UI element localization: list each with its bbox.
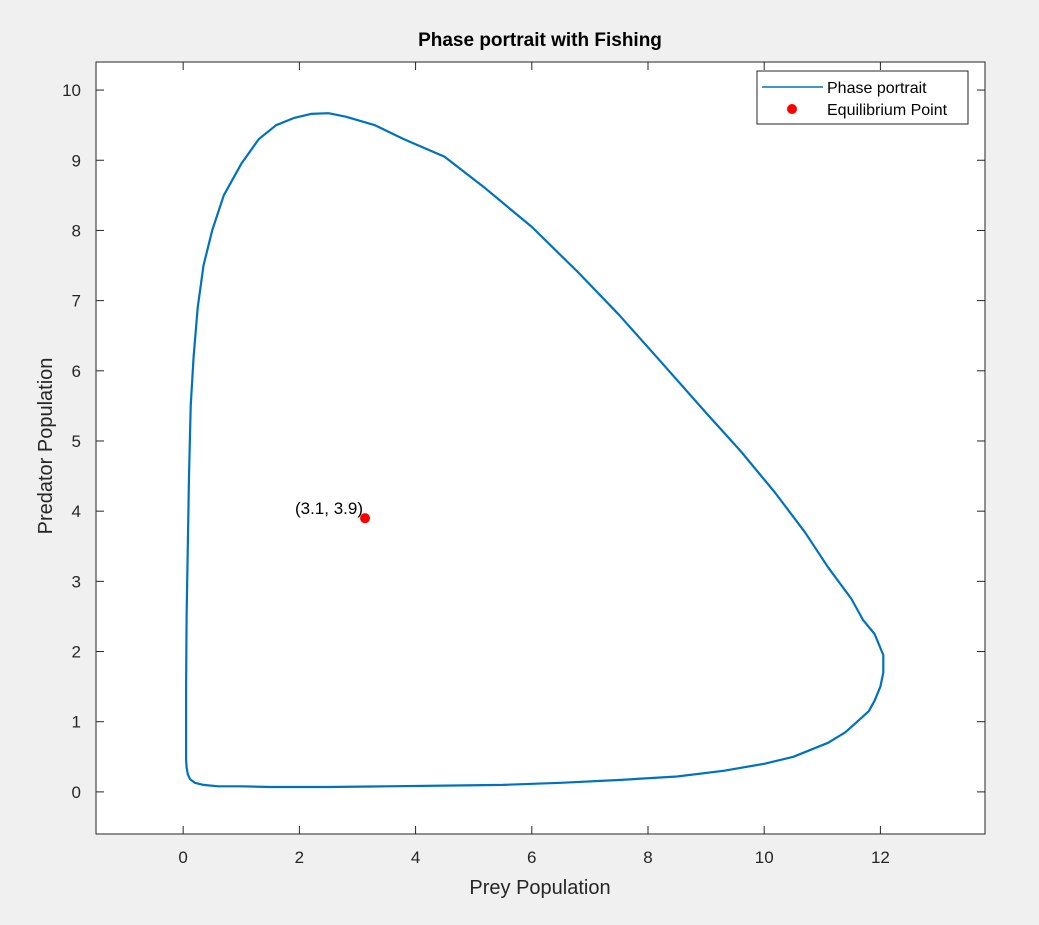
y-tick-label: 4: [72, 502, 81, 521]
legend-box: [756, 70, 969, 125]
legend-marker-swatch: [787, 104, 797, 114]
x-axis-label: Prey Population: [469, 877, 610, 899]
axes-box: [95, 61, 986, 835]
y-tick-label: 7: [72, 292, 81, 311]
y-tick-label: 1: [72, 713, 81, 732]
plot-area: [96, 62, 985, 834]
y-tick-label: 5: [72, 432, 81, 451]
equilibrium-annotation: (3.1, 3.9): [295, 499, 363, 518]
y-tick-label: 8: [72, 221, 81, 240]
x-tick-label: 10: [755, 848, 774, 867]
legend: Phase portrait Equilibrium Point: [756, 70, 969, 125]
y-tick-label: 6: [72, 362, 81, 381]
y-axis-label: Predator Population: [35, 358, 57, 535]
y-tick-label: 10: [62, 81, 81, 100]
x-tick-label: 12: [871, 848, 890, 867]
y-tick-label: 3: [72, 572, 81, 591]
y-tick-label: 0: [72, 783, 81, 802]
x-tick-label: 6: [527, 848, 536, 867]
phase-portrait-line: [185, 112, 885, 789]
y-tick-label: 9: [72, 151, 81, 170]
legend-label-equilibrium: Equilibrium Point: [827, 102, 948, 119]
equilibrium-point: [360, 513, 371, 524]
x-tick-label: 0: [178, 848, 187, 867]
x-tick-label: 2: [295, 848, 304, 867]
legend-label-phase: Phase portrait: [827, 80, 927, 97]
y-tick-label: 2: [72, 643, 81, 662]
series-layer: (3.1, 3.9): [185, 112, 885, 789]
chart-title: Phase portrait with Fishing: [418, 30, 662, 51]
x-tick-label: 4: [411, 848, 420, 867]
x-tick-label: 8: [643, 848, 652, 867]
